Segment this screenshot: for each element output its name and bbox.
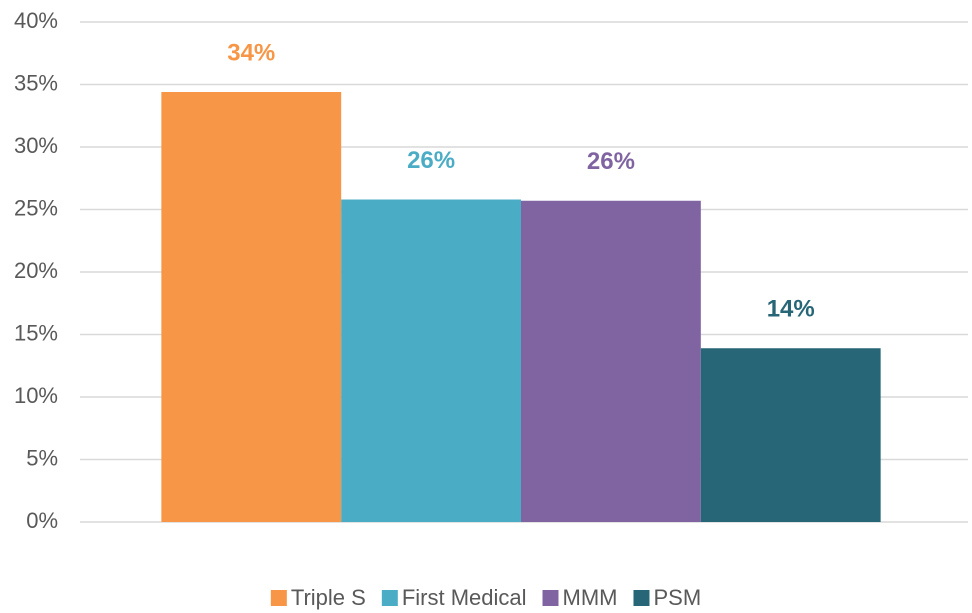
bar (700, 348, 881, 522)
data-label: 14% (767, 296, 815, 323)
y-tick-label: 30% (14, 133, 58, 158)
legend-swatch (381, 590, 398, 606)
y-tick-label: 0% (26, 508, 58, 533)
bar (521, 200, 701, 522)
data-label: 26% (587, 148, 635, 175)
y-tick-label: 5% (26, 445, 58, 470)
bar (161, 92, 342, 522)
legend-label: PSM (653, 585, 701, 610)
legend-swatch (633, 590, 650, 606)
bar (341, 199, 521, 522)
legend-label: MMM (563, 585, 618, 610)
legend-swatch (542, 590, 559, 606)
data-label: 26% (407, 147, 455, 174)
y-tick-label: 40% (14, 8, 58, 33)
y-tick-label: 35% (14, 70, 58, 95)
legend-label: First Medical (402, 585, 527, 610)
y-tick-label: 15% (14, 320, 58, 345)
y-tick-label: 25% (14, 195, 58, 220)
data-label: 34% (227, 39, 275, 66)
y-tick-label: 20% (14, 258, 58, 283)
y-tick-label: 10% (14, 383, 58, 408)
legend-swatch (270, 590, 287, 606)
legend-label: Triple S (291, 585, 366, 610)
